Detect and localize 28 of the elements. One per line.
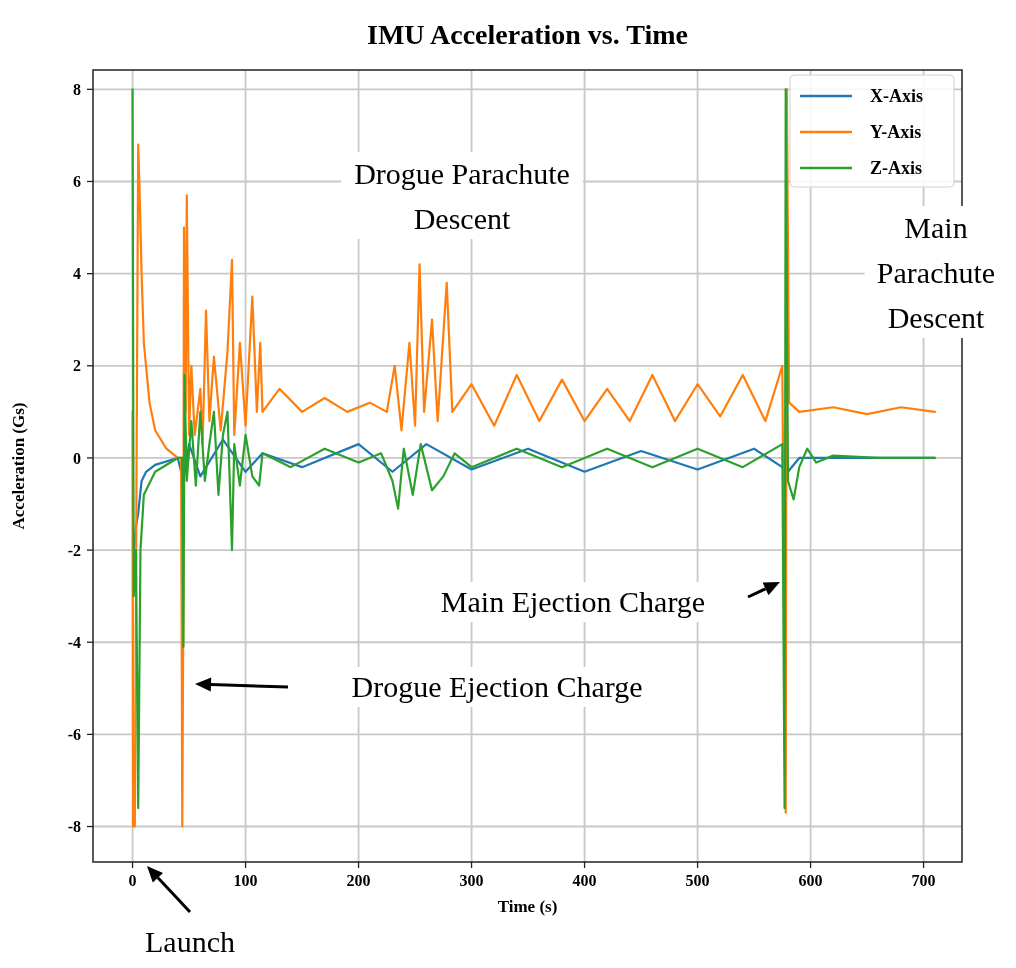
y-tick-label: -8 [67, 818, 81, 836]
y-axis-title: Acceleration (Gs) [9, 402, 28, 530]
y-tick-label: 4 [73, 265, 81, 283]
legend-label: Y-Axis [870, 122, 922, 143]
y-tick-label: 0 [73, 449, 81, 467]
annotation: Drogue Ejection Charge [351, 670, 643, 703]
x-tick-label: 100 [233, 872, 258, 889]
annotation: Main Parachute Descent [876, 211, 996, 334]
x-tick-label: 400 [572, 872, 597, 889]
x-tick-label: 600 [798, 872, 823, 889]
y-tick-label: -2 [67, 541, 81, 559]
legend-label: X-Axis [870, 86, 923, 107]
x-tick-label: 500 [685, 872, 710, 889]
y-tick-label: -4 [67, 633, 81, 651]
legend-label: Z-Axis [870, 158, 923, 179]
x-tick-label: 300 [459, 872, 484, 889]
chart-title: IMU Acceleration vs. Time [367, 19, 688, 50]
x-tick-label: 0 [128, 872, 137, 889]
y-tick-label: 8 [73, 80, 81, 98]
y-tick-label: 2 [73, 357, 81, 375]
annotation: Drogue Parachute Descent [354, 157, 570, 235]
annotation: Main Ejection Charge [440, 585, 706, 618]
y-tick-label: 6 [73, 173, 81, 191]
x-axis-title: Time (s) [497, 897, 558, 916]
x-tick-label: 200 [346, 872, 371, 889]
y-tick-label: -6 [67, 725, 81, 743]
x-tick-label: 700 [911, 872, 936, 889]
text: Launch [145, 925, 235, 958]
